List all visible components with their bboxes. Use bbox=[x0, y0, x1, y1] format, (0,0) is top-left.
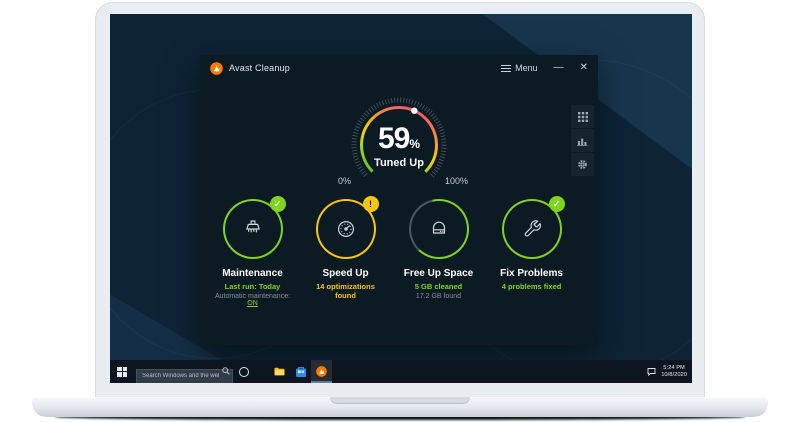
menu-button[interactable]: Menu bbox=[501, 63, 538, 74]
avast-icon bbox=[316, 366, 327, 377]
gauge-status-label: Tuned Up bbox=[374, 157, 424, 169]
menu-label: Menu bbox=[515, 63, 538, 73]
wrench-icon bbox=[524, 220, 541, 237]
window-title: Avast Cleanup bbox=[229, 63, 290, 73]
gauge-value: 59 bbox=[377, 122, 410, 155]
taskbar-search bbox=[136, 364, 233, 383]
tile-title: Free Up Space bbox=[403, 268, 474, 279]
title-bar: Avast Cleanup Menu — ✕ bbox=[200, 55, 598, 81]
tile-status: 4 problems fixed bbox=[501, 282, 562, 291]
sidebar-dashboard-button[interactable] bbox=[571, 105, 594, 128]
windows-taskbar: 5:24 PM 10/8/2020 bbox=[110, 360, 692, 383]
laptop-base-notch bbox=[330, 397, 470, 404]
speedometer-icon bbox=[337, 220, 354, 238]
fix-problems-button[interactable]: ✓ bbox=[501, 196, 565, 259]
gear-icon bbox=[578, 160, 587, 169]
app-sidebar bbox=[571, 105, 594, 176]
windows-logo-icon bbox=[117, 366, 127, 377]
gauge-unit: % bbox=[409, 137, 421, 151]
brush-icon bbox=[245, 220, 260, 233]
minimize-button[interactable]: — bbox=[553, 62, 564, 73]
tile-status: 14 optimizations found bbox=[316, 282, 375, 300]
tile-speed-up: ! Speed Up 14 optimizations found bbox=[307, 196, 385, 307]
feature-tiles: ✓ Maintenance Last run: Today Automatic … bbox=[200, 196, 584, 307]
tile-title: Fix Problems bbox=[500, 268, 563, 279]
clock-date: 10/8/2020 bbox=[661, 371, 687, 378]
avast-logo-icon bbox=[210, 61, 223, 75]
maintenance-button[interactable]: ✓ bbox=[222, 196, 286, 259]
tile-title: Speed Up bbox=[322, 268, 369, 279]
tile-status: 5 GB cleaned bbox=[414, 282, 463, 291]
start-button[interactable] bbox=[110, 360, 134, 383]
file-explorer-icon bbox=[274, 367, 285, 376]
desktop: Avast Cleanup Menu — ✕ bbox=[110, 14, 692, 383]
stats-icon bbox=[577, 138, 588, 146]
microsoft-store-icon bbox=[295, 366, 306, 377]
sidebar-settings-button[interactable] bbox=[571, 153, 594, 176]
action-center-icon bbox=[647, 368, 656, 376]
tile-status: Last run: Today bbox=[224, 282, 281, 291]
tile-detail-text: Automatic maintenance: bbox=[214, 293, 291, 300]
gauge-max-label: 100% bbox=[444, 176, 468, 186]
cortana-icon bbox=[239, 366, 249, 377]
gauge-needle-dot bbox=[411, 107, 418, 114]
pinned-apps bbox=[269, 360, 332, 383]
laptop-base bbox=[32, 397, 768, 417]
tile-maintenance: ✓ Maintenance Last run: Today Automatic … bbox=[214, 196, 292, 307]
tile-free-up-space: Free Up Space 5 GB cleaned 17.2 GB found bbox=[400, 199, 478, 307]
tile-title: Maintenance bbox=[222, 268, 283, 279]
file-explorer-button[interactable] bbox=[269, 360, 290, 383]
grid-icon bbox=[577, 111, 588, 122]
tile-fix-problems: ✓ Fix Problems 4 problems fixed bbox=[493, 196, 571, 307]
clock-time: 5:24 PM bbox=[663, 365, 685, 371]
tile-detail: 17.2 GB found bbox=[415, 293, 462, 300]
free-up-space-button[interactable] bbox=[408, 199, 469, 259]
speed-up-button[interactable]: ! bbox=[315, 196, 379, 259]
sidebar-statistics-button[interactable] bbox=[571, 129, 594, 152]
tile-detail: Automatic maintenance: ON bbox=[214, 293, 292, 307]
microsoft-store-button[interactable] bbox=[290, 360, 311, 383]
action-center-button[interactable] bbox=[647, 367, 656, 376]
gauge-arc bbox=[351, 97, 447, 190]
automatic-maintenance-toggle-link[interactable]: ON bbox=[247, 300, 258, 307]
close-button[interactable]: ✕ bbox=[579, 62, 588, 73]
cortana-button[interactable] bbox=[233, 360, 255, 383]
avast-cleanup-taskbar-button[interactable] bbox=[311, 360, 332, 383]
search-input[interactable] bbox=[136, 368, 233, 383]
gauge-min-label: 0% bbox=[338, 176, 352, 186]
search-icon bbox=[222, 367, 230, 375]
check-badge-icon: ✓ bbox=[548, 196, 565, 212]
tune-up-gauge: 59% Tuned Up 0% 100% bbox=[324, 92, 474, 194]
hamburger-icon bbox=[501, 63, 512, 74]
gauge-value-group: 59% Tuned Up bbox=[324, 122, 474, 169]
check-badge-icon: ✓ bbox=[269, 196, 286, 212]
avast-cleanup-window: Avast Cleanup Menu — ✕ bbox=[200, 55, 598, 345]
warning-badge-icon: ! bbox=[362, 196, 379, 212]
harddrive-icon bbox=[432, 221, 445, 234]
taskbar-clock[interactable]: 5:24 PM 10/8/2020 bbox=[661, 365, 687, 378]
